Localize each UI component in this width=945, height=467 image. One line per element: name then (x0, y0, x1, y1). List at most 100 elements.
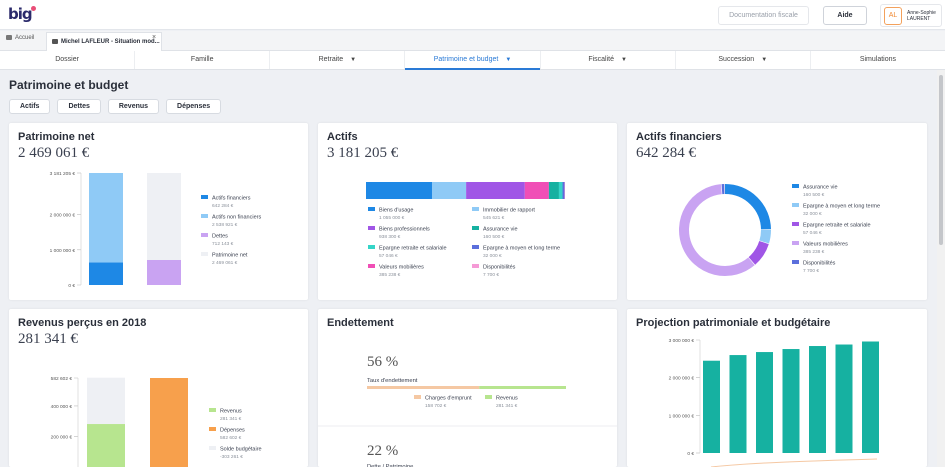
scrollbar-thumb[interactable] (939, 75, 943, 245)
debt-ratio-value: 56 % (367, 354, 398, 370)
bar-segment (147, 173, 181, 260)
legend-label: Assurance vie (483, 227, 518, 233)
legend-swatch (201, 233, 208, 237)
scrollbar[interactable] (937, 70, 945, 467)
projection-bar (862, 341, 879, 453)
legend-label: Biens professionnels (379, 227, 430, 233)
legend-label: Epargne retraite et salariale (803, 223, 871, 229)
help-button[interactable]: Aide (823, 6, 867, 25)
legend-label: Valeurs mobilières (379, 265, 424, 271)
legend-swatch (209, 427, 216, 431)
card-title: Patrimoine net (18, 131, 95, 143)
donut-slice (724, 184, 771, 230)
debt-ratio-label: Taux d'endettement (367, 378, 418, 384)
legend-label: Actifs financiers (212, 196, 251, 202)
card-patrimoine-net[interactable]: Patrimoine net 2 469 061 € 3 181 205 € 2 … (9, 123, 308, 300)
legend-value: 158 702 € (425, 403, 447, 409)
card-actifs-financiers[interactable]: Actifs financiers 642 284 € Assurance vi… (627, 123, 927, 300)
legend-label: Epargne à moyen et long terme (803, 204, 880, 210)
legend-label: Revenus (496, 396, 518, 402)
debt-asset-ratio-value: 22 % (367, 443, 398, 459)
card-endettement[interactable]: Endettement 56 % Taux d'endettement Charge… (318, 309, 617, 467)
user-first-name: Anne-Sophie (907, 10, 936, 16)
donut-slice (759, 229, 772, 244)
legend-value: 642 284 € (212, 203, 234, 209)
legend-label: Actifs non financiers (212, 215, 261, 221)
legend-label: Patrimoine net (212, 253, 248, 259)
stacked-segment (524, 182, 549, 199)
chip-dettes[interactable]: Dettes (57, 99, 101, 114)
chip-depenses[interactable]: Dépenses (166, 99, 222, 114)
y-tick-label: 2 000 000 € (669, 376, 695, 382)
legend-value: 385 238 € (379, 272, 401, 278)
legend-label: Charges d'emprunt (425, 396, 472, 402)
nav-patrimoine[interactable]: Patrimoine et budget ▼ (405, 51, 541, 70)
legend-label: Epargne à moyen et long terme (483, 246, 560, 252)
documentation-button[interactable]: Documentation fiscale (718, 6, 809, 25)
legend-label: Dettes (212, 234, 228, 240)
patrimoine-chart: 3 181 205 € 2 000 000 € 1 000 000 € 0 € Acti… (50, 171, 262, 289)
legend-label: Biens d'usage (379, 208, 413, 214)
debt-asset-ratio-label: Dette / Patrimoine (367, 464, 413, 467)
nav-simulations[interactable]: Simulations (859, 56, 896, 63)
projection-chart: 3 000 000 € 2 000 000 € 1 000 000 € 0 € (669, 338, 879, 467)
legend-swatch (209, 408, 216, 412)
y-tick-label: 3 181 205 € (50, 171, 76, 177)
legend-value: 545 621 € (483, 215, 505, 221)
y-tick-label: 2 000 000 € (50, 213, 76, 219)
chevron-down-icon: ▼ (621, 57, 627, 63)
top-bar: big Documentation fiscale Aide AL Anne-S… (0, 0, 945, 30)
debt-bar-charges (367, 386, 480, 389)
legend-swatch (792, 260, 799, 264)
nav-fiscalite[interactable]: Fiscalité ▼ (541, 51, 676, 69)
legend-swatch (368, 226, 375, 230)
app-logo[interactable]: big (8, 5, 37, 23)
card-projection[interactable]: Projection patrimoniale et budgétaire 3 … (627, 309, 927, 467)
card-title: Revenus perçus en 2018 (18, 317, 147, 329)
stacked-segment (562, 182, 565, 199)
y-tick-label: 0 € (687, 451, 694, 457)
legend-value: 7 700 € (483, 272, 499, 278)
card-actifs[interactable]: Actifs 3 181 205 € Biens d'usage 1 055 00… (318, 123, 617, 300)
legend-value: 582 602 € (220, 435, 242, 441)
tab-client-file-label: Michel LAFLEUR - Situation mod... (61, 39, 160, 45)
card-value: 3 181 205 € (327, 145, 399, 161)
tab-home[interactable]: Accueil (6, 35, 34, 41)
card-title: Endettement (327, 317, 394, 329)
legend-swatch (485, 395, 492, 399)
legend-label: Assurance vie (803, 185, 838, 191)
user-menu[interactable]: AL Anne-Sophie LAURENT (880, 4, 942, 27)
legend-swatch (414, 395, 421, 399)
legend-swatch (472, 226, 479, 230)
chevron-down-icon: ▼ (761, 57, 768, 63)
legend-value: 281 341 € (220, 416, 242, 422)
nav-succession[interactable]: Succession ▼ (676, 51, 811, 69)
nav-dossier[interactable]: Dossier (0, 51, 136, 69)
bar-segment (147, 259, 181, 285)
y-tick-label: 400 000 € (51, 404, 73, 410)
bar-segment (87, 424, 125, 467)
y-tick-label: 1 000 000 € (50, 248, 76, 254)
y-tick-label: 0 € (68, 283, 75, 289)
avatar: AL (884, 7, 902, 25)
card-title: Actifs financiers (636, 131, 722, 143)
nav-retraite[interactable]: Retraite ▼ (270, 51, 406, 69)
tab-client-file[interactable]: Michel LAFLEUR - Situation mod... (46, 32, 162, 51)
tab-home-label: Accueil (15, 35, 35, 42)
chevron-down-icon: ▼ (350, 57, 357, 63)
close-icon[interactable]: × (152, 34, 157, 41)
chip-revenus[interactable]: Revenus (107, 99, 160, 114)
nav-famille[interactable]: Famille (135, 51, 271, 69)
projection-bar (729, 355, 747, 453)
chip-actifs[interactable]: Actifs (9, 99, 51, 114)
legend-value: 57 046 € (379, 253, 398, 259)
legend-label: Epargne retraite et salariale (379, 246, 447, 252)
projection-line (710, 458, 878, 467)
legend-value: -303 261 € (220, 454, 243, 460)
legend-swatch (201, 195, 208, 199)
legend-value: 712 143 € (212, 241, 234, 247)
card-revenus[interactable]: Revenus perçus en 2018 281 341 € 582 602… (9, 309, 308, 467)
legend-value: 385 238 € (803, 249, 825, 255)
bar-segment (87, 377, 125, 425)
